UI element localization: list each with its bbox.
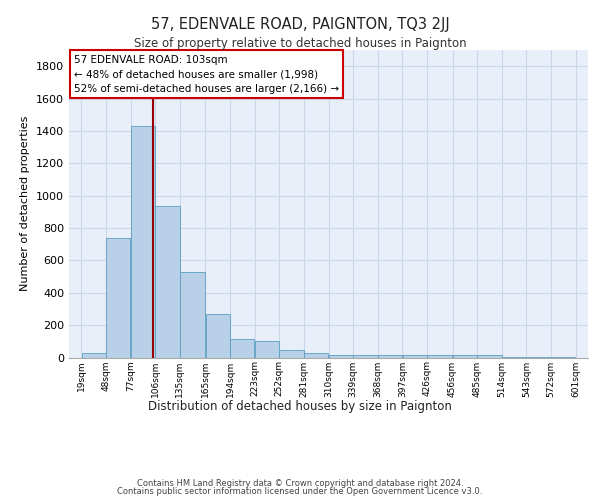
Bar bbox=[180, 272, 205, 358]
Bar bbox=[453, 355, 477, 358]
Text: 57, EDENVALE ROAD, PAIGNTON, TQ3 2JJ: 57, EDENVALE ROAD, PAIGNTON, TQ3 2JJ bbox=[151, 18, 449, 32]
Bar bbox=[230, 339, 254, 357]
Bar bbox=[403, 355, 427, 358]
Bar bbox=[155, 206, 179, 358]
Bar bbox=[502, 356, 526, 358]
Text: Distribution of detached houses by size in Paignton: Distribution of detached houses by size … bbox=[148, 400, 452, 413]
Bar bbox=[304, 354, 328, 358]
Bar bbox=[82, 352, 106, 358]
Y-axis label: Number of detached properties: Number of detached properties bbox=[20, 116, 31, 292]
Bar bbox=[106, 238, 130, 358]
Bar bbox=[353, 355, 377, 358]
Text: Contains public sector information licensed under the Open Government Licence v3: Contains public sector information licen… bbox=[118, 487, 482, 496]
Text: 57 EDENVALE ROAD: 103sqm
← 48% of detached houses are smaller (1,998)
52% of sem: 57 EDENVALE ROAD: 103sqm ← 48% of detach… bbox=[74, 54, 340, 94]
Text: Contains HM Land Registry data © Crown copyright and database right 2024.: Contains HM Land Registry data © Crown c… bbox=[137, 478, 463, 488]
Bar bbox=[551, 356, 575, 358]
Bar bbox=[280, 350, 304, 358]
Bar bbox=[478, 355, 502, 358]
Bar bbox=[427, 355, 452, 358]
Bar bbox=[329, 355, 353, 358]
Bar bbox=[255, 340, 279, 357]
Bar bbox=[206, 314, 230, 358]
Bar bbox=[131, 126, 155, 358]
Bar bbox=[527, 356, 551, 358]
Bar bbox=[378, 355, 402, 358]
Text: Size of property relative to detached houses in Paignton: Size of property relative to detached ho… bbox=[134, 38, 466, 51]
